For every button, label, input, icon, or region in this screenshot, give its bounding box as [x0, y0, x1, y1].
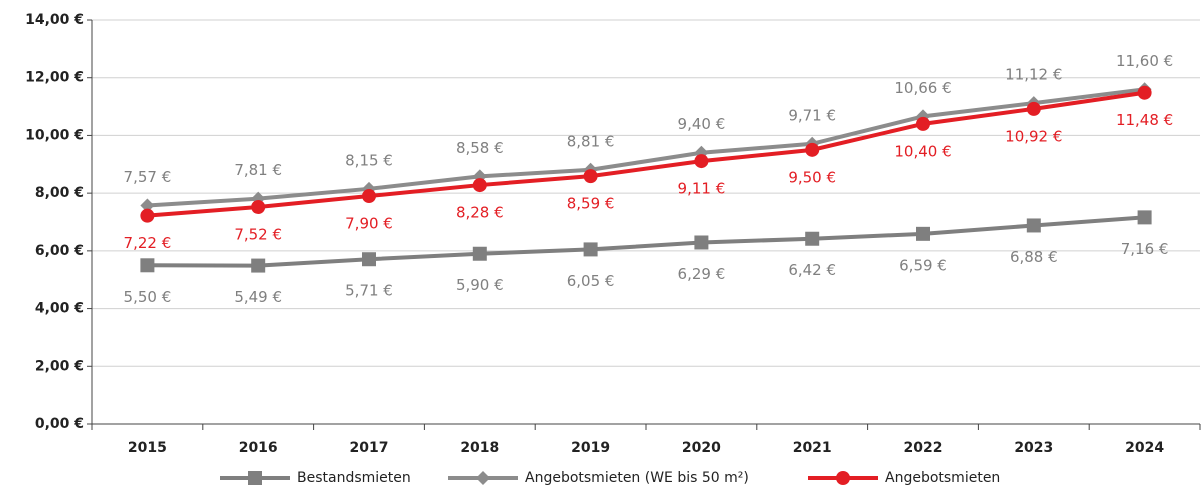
- marker: [476, 471, 490, 485]
- y-tick-label: 10,00 €: [25, 127, 84, 143]
- data-label: 7,81 €: [234, 161, 282, 179]
- data-label: 8,59 €: [567, 195, 615, 213]
- y-tick-label: 6,00 €: [35, 243, 84, 259]
- marker: [1026, 101, 1041, 116]
- y-tick-label: 2,00 €: [35, 358, 84, 374]
- marker: [140, 198, 155, 213]
- data-label: 7,16 €: [1121, 240, 1169, 258]
- series-line: [147, 215, 1145, 268]
- data-label: 9,40 €: [678, 115, 726, 133]
- y-tick-label: 8,00 €: [35, 185, 84, 201]
- data-label: 7,57 €: [124, 168, 172, 186]
- x-tick-label: 2019: [571, 440, 610, 456]
- x-tick-label: 2015: [128, 440, 167, 456]
- marker: [836, 471, 850, 485]
- x-tick-label: 2024: [1125, 440, 1164, 456]
- data-label: 8,58 €: [456, 139, 504, 157]
- marker: [362, 189, 376, 204]
- series-line: [147, 90, 1145, 218]
- data-label: 10,92 €: [1005, 127, 1062, 145]
- marker: [694, 235, 709, 250]
- marker: [362, 252, 376, 267]
- data-label: 6,59 €: [899, 256, 947, 274]
- marker: [1137, 210, 1152, 225]
- marker: [248, 471, 262, 485]
- legend-label: Angebotsmieten: [885, 470, 1000, 486]
- marker: [694, 154, 709, 169]
- x-tick-label: 2018: [460, 440, 499, 456]
- y-tick-label: 14,00 €: [25, 12, 84, 28]
- data-label: 8,15 €: [345, 151, 393, 169]
- data-label: 11,12 €: [1005, 66, 1062, 84]
- series-line: [147, 87, 1145, 208]
- data-label: 8,81 €: [567, 132, 615, 150]
- data-label: 6,88 €: [1010, 248, 1058, 266]
- data-label: 10,40 €: [894, 142, 951, 160]
- data-label: 9,11 €: [678, 180, 726, 198]
- marker: [472, 246, 487, 261]
- y-tick-label: 0,00 €: [35, 416, 84, 432]
- marker: [583, 242, 598, 257]
- data-label: 7,22 €: [124, 234, 172, 252]
- x-tick-label: 2016: [239, 440, 278, 456]
- marker: [140, 258, 155, 273]
- x-tick-label: 2022: [904, 440, 943, 456]
- marker: [1026, 218, 1041, 233]
- data-label: 6,29 €: [678, 265, 726, 283]
- x-tick-label: 2017: [350, 440, 389, 456]
- data-label: 5,49 €: [234, 288, 282, 306]
- data-label: 5,50 €: [124, 288, 172, 306]
- marker: [805, 142, 820, 157]
- data-label: 9,71 €: [788, 106, 836, 124]
- marker: [251, 199, 266, 214]
- marker: [140, 208, 155, 223]
- data-label: 6,42 €: [788, 261, 836, 279]
- data-label: 7,52 €: [234, 225, 282, 243]
- data-label: 8,28 €: [456, 204, 504, 222]
- data-label: 5,71 €: [345, 282, 393, 300]
- data-label: 5,90 €: [456, 276, 504, 294]
- x-tick-label: 2023: [1014, 440, 1053, 456]
- marker: [1137, 85, 1152, 100]
- data-label: 10,66 €: [894, 79, 951, 97]
- data-label: 7,90 €: [345, 215, 393, 233]
- x-tick-label: 2021: [793, 440, 832, 456]
- y-tick-label: 12,00 €: [25, 70, 84, 86]
- data-label: 11,48 €: [1116, 111, 1173, 129]
- data-label: 6,05 €: [567, 272, 615, 290]
- marker: [583, 169, 598, 184]
- y-tick-label: 4,00 €: [35, 301, 84, 317]
- marker: [805, 231, 820, 246]
- x-tick-label: 2020: [682, 440, 721, 456]
- data-label: 11,60 €: [1116, 52, 1173, 70]
- marker: [916, 116, 930, 131]
- marker: [916, 226, 930, 241]
- legend-label: Bestandsmieten: [297, 470, 411, 486]
- marker: [472, 178, 487, 193]
- marker: [251, 258, 266, 273]
- legend-label: Angebotsmieten (WE bis 50 m²): [525, 470, 749, 486]
- data-label: 9,50 €: [788, 168, 836, 186]
